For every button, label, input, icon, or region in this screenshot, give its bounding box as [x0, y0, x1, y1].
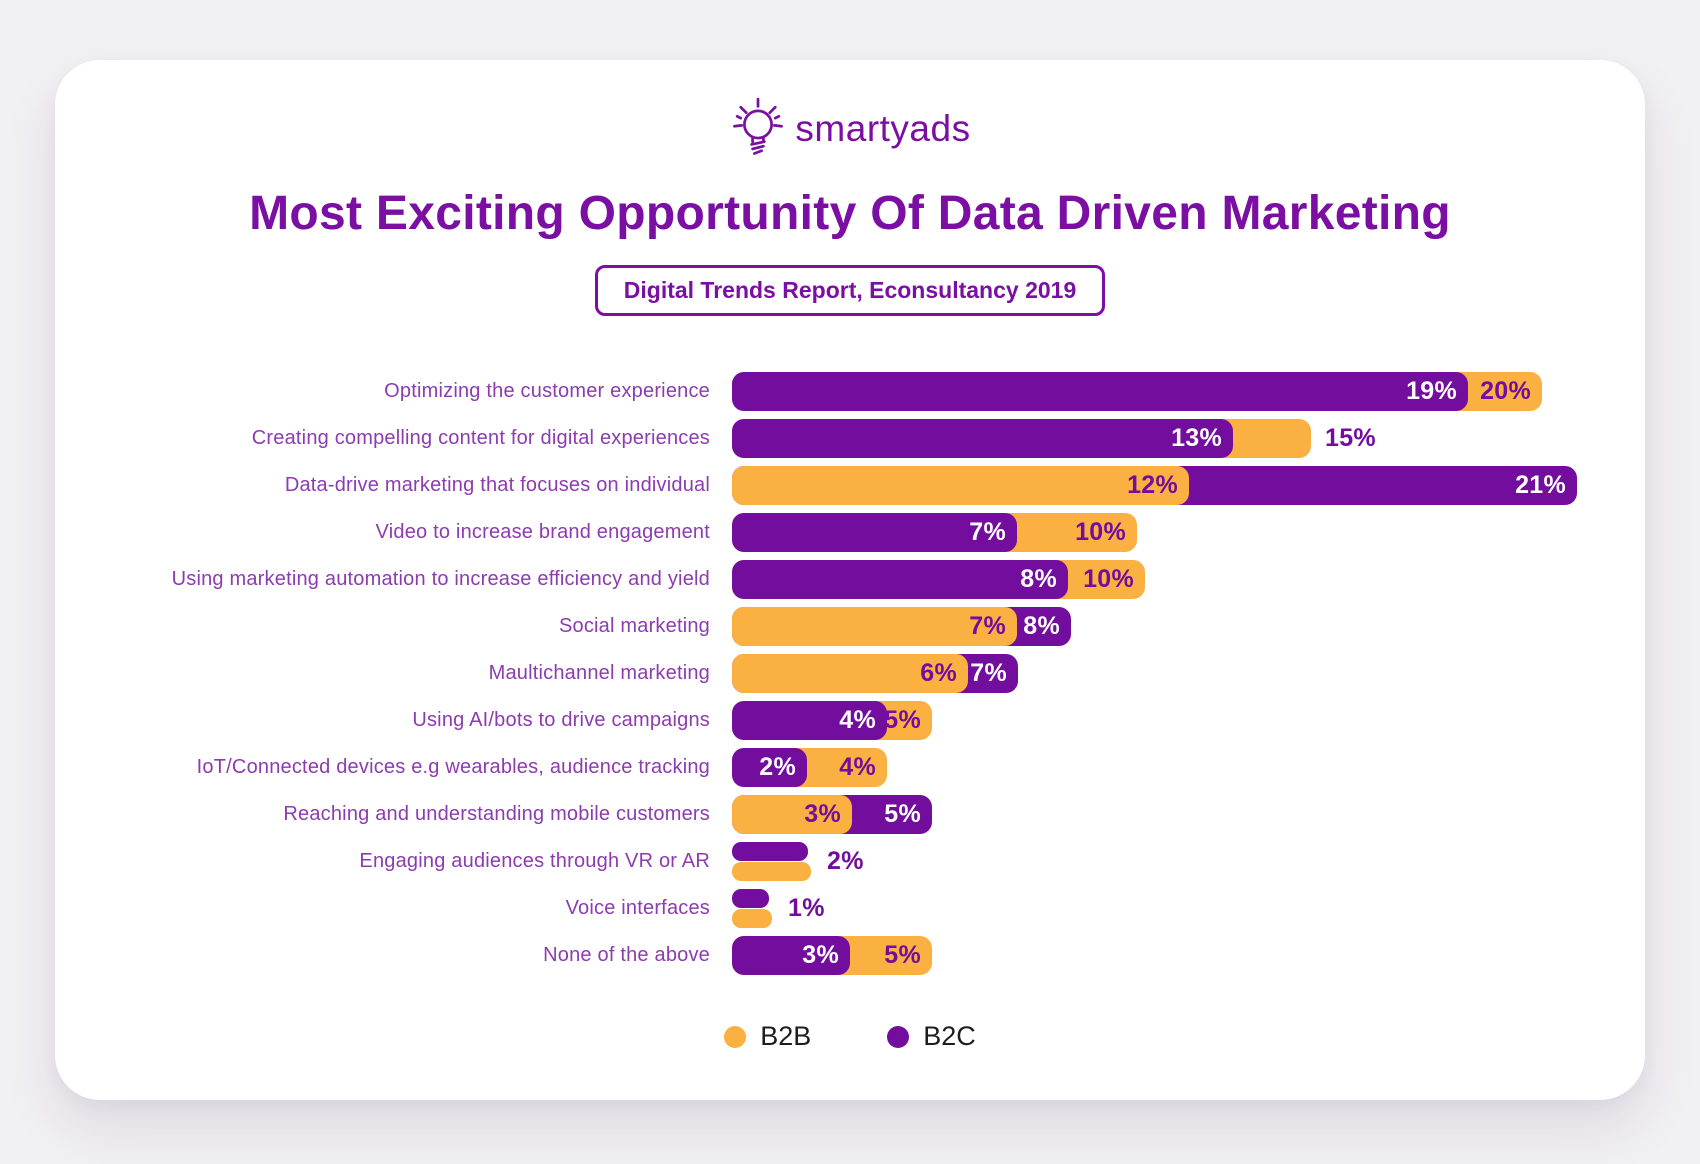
chart-row-9: IoT/Connected devices e.g wearables, aud… — [55, 748, 1645, 787]
legend-label: B2C — [923, 1021, 976, 1051]
bar-b2c: 7% — [732, 513, 1017, 552]
category-label: Social marketing — [558, 615, 710, 637]
value-label: 19% — [1406, 377, 1457, 405]
category-label: Data-drive marketing that focuses on ind… — [284, 474, 710, 496]
value-label: 5% — [884, 941, 921, 969]
legend-item-b2c: B2C — [887, 1021, 976, 1052]
legend-dot-b2b — [724, 1025, 747, 1048]
category-label: Voice interfaces — [565, 897, 710, 919]
category-label: Reaching and understanding mobile custom… — [283, 803, 710, 825]
value-label: 7% — [970, 659, 1007, 687]
chart-row-7: Maultichannel marketing 7% 6% — [55, 654, 1645, 693]
value-label: 6% — [920, 659, 957, 687]
legend-label: B2B — [760, 1021, 812, 1051]
subtitle-badge: Digital Trends Report, Econsultancy 2019 — [594, 265, 1106, 316]
category-label: IoT/Connected devices e.g wearables, aud… — [196, 756, 710, 778]
bar-group: 5% 3% — [732, 795, 1645, 834]
value-label: 13% — [1171, 424, 1222, 452]
bar-b2c: 3% — [732, 936, 850, 975]
infographic-card: smartyads Most Exciting Opportunity Of D… — [55, 60, 1645, 1100]
chart-row-3: Data-drive marketing that focuses on ind… — [55, 466, 1645, 505]
chart-row-4: Video to increase brand engagement 10% 7% — [55, 513, 1645, 552]
value-label: 21% — [1515, 471, 1566, 499]
chart-rows: Optimizing the customer experience 20% 19%… — [55, 372, 1645, 975]
bar-group: 7% 6% — [732, 654, 1645, 693]
chart-row-5: Using marketing automation to increase e… — [55, 560, 1645, 599]
bar-b2b: 6% — [732, 654, 968, 693]
value-label: 4% — [839, 706, 876, 734]
bar-b2b — [732, 862, 811, 881]
bar-chart: Optimizing the customer experience 20% 19%… — [55, 372, 1645, 975]
bar-group: 2% — [732, 842, 1645, 881]
value-label: 2% — [827, 847, 864, 875]
bar-group: 10% 8% — [732, 560, 1645, 599]
chart-legend: B2B B2C — [55, 1021, 1645, 1052]
bar-b2c: 19% — [732, 372, 1468, 411]
value-label: 12% — [1127, 471, 1178, 499]
value-label: 7% — [969, 518, 1006, 546]
value-label: 4% — [839, 753, 876, 781]
value-label: 8% — [1023, 612, 1060, 640]
legend-dot-b2c — [887, 1025, 910, 1048]
category-label: Engaging audiences through VR or AR — [359, 850, 710, 872]
page-title: Most Exciting Opportunity Of Data Driven… — [249, 187, 1451, 240]
chart-row-10: Reaching and understanding mobile custom… — [55, 795, 1645, 834]
brand-logo: smartyads — [55, 96, 1645, 162]
chart-row-12: Voice interfaces 1% — [55, 889, 1645, 928]
bar-group: 4% 2% — [732, 748, 1645, 787]
value-label: 7% — [969, 612, 1006, 640]
value-label: 20% — [1480, 377, 1531, 405]
value-label: 15% — [1325, 424, 1376, 452]
category-label: Using AI/bots to drive campaigns — [412, 709, 710, 731]
bar-group: 20% 19% — [732, 372, 1645, 411]
legend-item-b2b: B2B — [724, 1021, 811, 1052]
bar-group: 15% 13% — [732, 419, 1645, 458]
chart-row-13: None of the above 5% 3% — [55, 936, 1645, 975]
bar-b2c — [732, 842, 808, 861]
category-label: Creating compelling content for digital … — [251, 427, 710, 449]
bar-b2b: 3% — [732, 795, 852, 834]
bar-b2c: 2% — [732, 748, 807, 787]
value-label: 5% — [884, 706, 921, 734]
value-label: 3% — [802, 941, 839, 969]
bar-b2b: 7% — [732, 607, 1017, 646]
value-label: 5% — [884, 800, 921, 828]
value-label: 10% — [1083, 565, 1134, 593]
bar-group: 21% 12% — [732, 466, 1645, 505]
chart-row-6: Social marketing 8% 7% — [55, 607, 1645, 646]
brand-name: smartyads — [795, 108, 971, 149]
bar-b2c: 13% — [732, 419, 1233, 458]
value-label: 1% — [788, 894, 825, 922]
bar-b2c — [732, 889, 769, 908]
lightbulb-icon — [729, 96, 787, 162]
bar-b2c: 4% — [732, 701, 887, 740]
bar-group: 8% 7% — [732, 607, 1645, 646]
bar-group: 5% 4% — [732, 701, 1645, 740]
bar-group: 1% — [732, 889, 1645, 928]
bar-group: 5% 3% — [732, 936, 1645, 975]
chart-row-2: Creating compelling content for digital … — [55, 419, 1645, 458]
bar-group: 10% 7% — [732, 513, 1645, 552]
chart-row-11: Engaging audiences through VR or AR 2% — [55, 842, 1645, 881]
chart-row-8: Using AI/bots to drive campaigns 5% 4% — [55, 701, 1645, 740]
value-label: 8% — [1020, 565, 1057, 593]
value-label: 2% — [759, 753, 796, 781]
value-label: 10% — [1075, 518, 1126, 546]
bar-b2c: 8% — [732, 560, 1068, 599]
chart-row-1: Optimizing the customer experience 20% 19% — [55, 372, 1645, 411]
bar-b2b: 12% — [732, 466, 1189, 505]
category-label: Optimizing the customer experience — [384, 380, 710, 402]
category-label: Video to increase brand engagement — [375, 521, 710, 543]
value-label: 3% — [804, 800, 841, 828]
category-label: Maultichannel marketing — [488, 662, 710, 684]
category-label: None of the above — [543, 944, 710, 966]
bar-b2b — [732, 909, 772, 928]
category-label: Using marketing automation to increase e… — [171, 568, 710, 590]
